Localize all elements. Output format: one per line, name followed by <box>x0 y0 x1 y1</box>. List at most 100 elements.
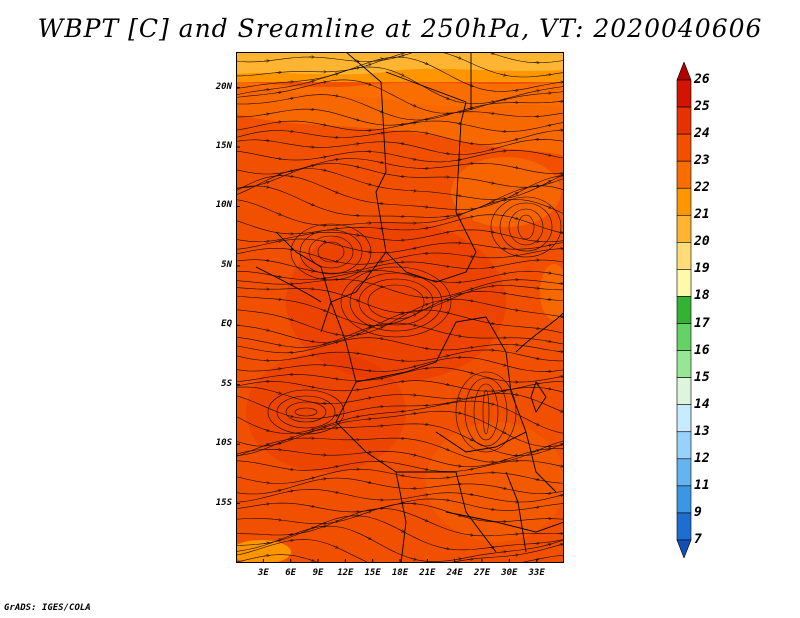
streamline-arrow <box>488 201 493 204</box>
streamline-eddy <box>499 202 553 252</box>
streamline-arrow <box>557 465 562 466</box>
streamline-arrow <box>455 514 460 515</box>
streamline-arrow <box>512 394 517 395</box>
streamline-arrow <box>263 114 268 115</box>
streamline-arrow <box>512 139 517 140</box>
streamline-arrow <box>443 114 448 115</box>
streamline-arrow <box>545 388 550 389</box>
lon-tick-label: 24E <box>446 568 463 578</box>
streamline-arrow <box>377 133 382 134</box>
streamline-arrow <box>365 327 370 328</box>
streamline-arrow <box>353 353 358 354</box>
streamline-arrow <box>410 104 415 106</box>
streamline-arrow <box>332 545 337 548</box>
streamline-arrow <box>320 170 325 171</box>
streamline-arrow <box>422 368 427 369</box>
colorbar-label: 15 <box>694 369 710 385</box>
streamline-arrow <box>287 540 292 541</box>
streamline-arrow <box>557 176 562 177</box>
colorbar-label: 21 <box>694 207 710 223</box>
streamline-arrow <box>377 162 382 163</box>
streamline <box>236 168 564 200</box>
streamline-arrow <box>275 520 280 521</box>
streamline-eddy <box>290 223 372 281</box>
streamline-arrow <box>512 218 517 219</box>
streamline-arrow <box>398 411 403 412</box>
streamline-arrow <box>332 492 337 493</box>
streamline-arrow <box>545 125 550 126</box>
streamline-arrow <box>263 543 268 544</box>
streamline-eddy <box>517 214 535 240</box>
streamline-arrow <box>308 166 313 167</box>
streamline <box>236 503 564 525</box>
streamline-arrow <box>263 330 268 331</box>
streamline-arrow <box>410 558 415 559</box>
streamline-arrow <box>353 235 358 236</box>
streamline-arrow <box>488 182 493 183</box>
streamline-arrow <box>320 479 325 480</box>
streamline-arrow <box>545 273 550 274</box>
streamline-arrow <box>353 119 358 120</box>
streamline-arrow <box>287 416 292 417</box>
streamline-arrow <box>365 252 370 253</box>
streamline-arrow <box>263 483 268 484</box>
streamline-arrow <box>422 518 427 521</box>
streamline-arrow <box>365 536 370 539</box>
streamline <box>236 238 564 254</box>
colorbar-swatch <box>676 242 692 270</box>
colorbar-label: 14 <box>694 396 710 412</box>
colorbar-swatch <box>676 79 692 108</box>
streamline-arrow <box>467 289 472 290</box>
streamline <box>236 52 564 78</box>
streamline-arrow <box>308 386 313 387</box>
streamline-arrow <box>263 556 268 557</box>
streamline-arrow <box>533 422 538 425</box>
streamline-arrow <box>398 176 403 177</box>
streamline-arrow <box>500 293 505 294</box>
map-panel: 20N 15N 10N 5N EQ 5S 10S 15S 3E 6E 9E 12E 15E 18E 21E… <box>216 52 564 578</box>
streamline-arrow <box>488 149 493 150</box>
streamline-arrow <box>422 348 427 349</box>
streamline-arrow <box>332 190 337 193</box>
lat-tick-label: 5N <box>221 259 232 270</box>
streamline <box>236 356 564 372</box>
colorbar-label: 18 <box>694 288 710 304</box>
streamline-arrow <box>398 381 403 382</box>
streamline-eddy <box>285 401 327 423</box>
streamline-arrow <box>557 351 562 352</box>
streamline-arrow <box>287 491 292 492</box>
streamline-arrow <box>533 91 538 92</box>
streamline-arrow <box>377 338 382 339</box>
streamline-arrow <box>263 90 268 91</box>
streamline-arrow <box>545 544 550 545</box>
streamline-arrow <box>455 466 460 467</box>
map-canvas <box>236 52 564 563</box>
colorbar-label: 22 <box>694 180 710 196</box>
streamline-arrow <box>332 521 337 524</box>
streamline-arrow <box>443 500 448 501</box>
streamline-eddy <box>267 389 345 435</box>
streamline-arrow <box>353 334 358 337</box>
streamline-arrow <box>443 153 448 154</box>
streamline-arrow <box>443 312 448 313</box>
streamline-arrow <box>365 83 370 84</box>
streamline <box>236 410 564 447</box>
lon-tick-label: 12E <box>337 568 354 578</box>
streamline-arrow <box>308 203 313 205</box>
streamline-arrow <box>467 494 472 495</box>
streamline-arrow <box>512 555 517 556</box>
colorbar-label: 16 <box>694 342 710 358</box>
streamline-eddy <box>358 278 434 326</box>
streamline-arrow <box>275 212 280 215</box>
streamline-eddy <box>455 371 517 453</box>
streamline-eddy <box>473 383 499 441</box>
streamline-arrow <box>287 469 292 470</box>
streamline-arrow <box>320 309 325 311</box>
streamline-arrow <box>320 82 325 83</box>
streamline-arrow <box>422 228 427 229</box>
streamline-arrow <box>287 98 292 99</box>
streamline-arrow <box>500 364 505 365</box>
streamline-arrow <box>455 57 460 59</box>
streamline <box>236 448 564 468</box>
colorbar-label: 11 <box>694 477 710 493</box>
